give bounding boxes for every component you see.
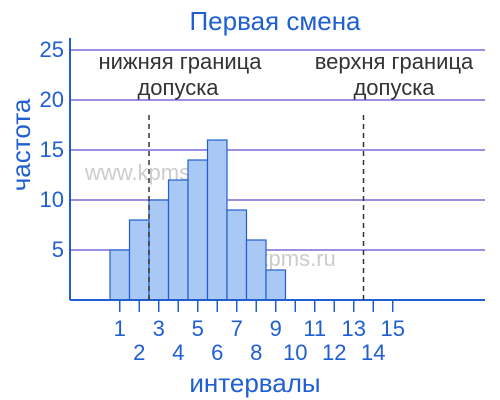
x-tick-label-11: 11: [303, 316, 326, 341]
y-tick-label-20: 20: [40, 87, 64, 112]
bar-3: [148, 199, 170, 301]
axes: [69, 38, 485, 312]
x-tick-label-4: 4: [172, 340, 184, 365]
limit-lines: [148, 115, 365, 300]
x-tick-label-15: 15: [381, 316, 405, 341]
grid-lines: [70, 49, 485, 251]
x-tick-label-10: 10: [283, 340, 307, 365]
bar-8: [245, 239, 267, 301]
x-tick-label-3: 3: [153, 316, 165, 341]
lower-limit-label-line1: нижняя граница: [98, 49, 262, 74]
y-tick-label-15: 15: [40, 137, 64, 162]
bar-1: [109, 249, 131, 301]
x-tick-label-5: 5: [192, 316, 204, 341]
y-tick-label-5: 5: [52, 237, 64, 262]
y-tick-label-25: 25: [40, 37, 64, 62]
bar-5: [187, 159, 209, 301]
y-tick-label-10: 10: [40, 187, 64, 212]
x-tick-label-9: 9: [270, 316, 282, 341]
x-tick-label-1: 1: [114, 316, 126, 341]
x-axis-label: интервалы: [189, 368, 320, 398]
x-tick-label-7: 7: [231, 316, 243, 341]
x-tick-label-14: 14: [361, 340, 385, 365]
x-tick-label-2: 2: [133, 340, 145, 365]
upper-limit-label-line2: допуска: [353, 75, 435, 100]
chart-title: Первая смена: [189, 6, 361, 36]
x-tick-label-12: 12: [322, 340, 346, 365]
y-axis-label: частота: [6, 98, 36, 191]
bar-9: [265, 269, 287, 301]
bar-2: [128, 219, 150, 301]
x-tick-label-13: 13: [342, 316, 366, 341]
lower-limit-label-line2: допуска: [137, 75, 219, 100]
upper-limit-label-line1: верхня граница: [315, 49, 474, 74]
x-tick-label-8: 8: [250, 340, 262, 365]
x-tick-label-6: 6: [211, 340, 223, 365]
bar-7: [226, 209, 248, 301]
bar-6: [206, 139, 228, 301]
y-tick-labels: 5 10 15 20 25: [40, 37, 64, 262]
bar-4: [167, 179, 189, 301]
